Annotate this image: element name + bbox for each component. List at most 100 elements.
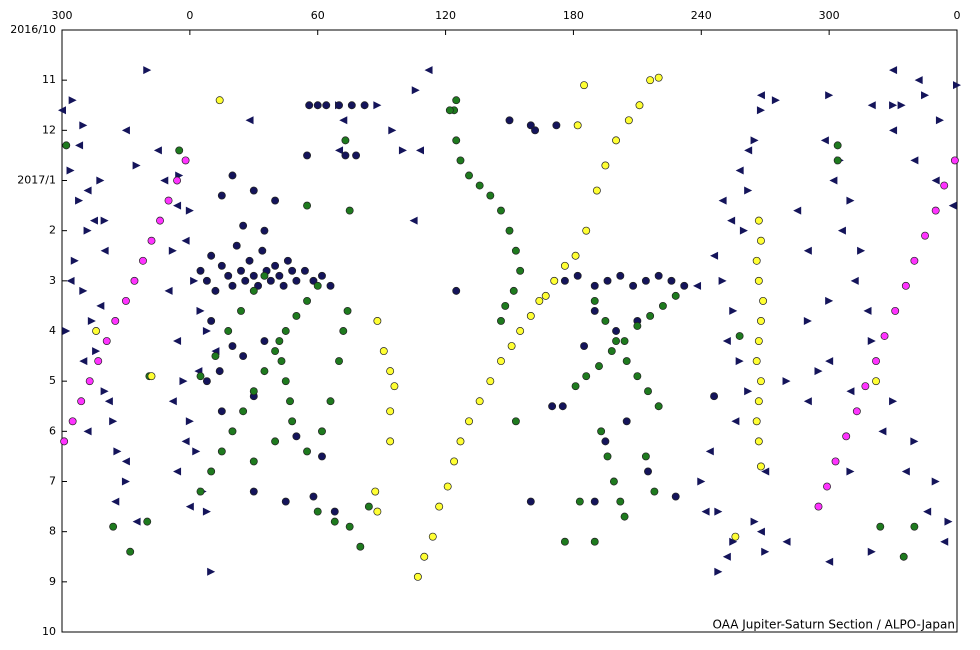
- point: [347, 101, 356, 110]
- point: [771, 96, 780, 105]
- x-tick-label: 0: [186, 9, 193, 22]
- point: [309, 492, 318, 501]
- point: [601, 437, 610, 446]
- point: [132, 517, 141, 526]
- point: [876, 522, 885, 531]
- point: [650, 487, 659, 496]
- point: [646, 76, 655, 85]
- point: [722, 552, 731, 561]
- y-tick-label: 6: [49, 424, 56, 437]
- point: [590, 296, 599, 305]
- point: [424, 66, 433, 75]
- point: [754, 276, 763, 285]
- point: [646, 312, 655, 320]
- point: [102, 337, 111, 345]
- point: [940, 181, 949, 190]
- point: [757, 236, 765, 245]
- point: [239, 352, 248, 361]
- point: [516, 327, 525, 335]
- x-tick-label: 120: [435, 9, 456, 22]
- point: [680, 281, 689, 290]
- point: [735, 357, 744, 366]
- point: [590, 281, 599, 290]
- point: [207, 467, 216, 476]
- point: [275, 271, 284, 280]
- point: [644, 467, 652, 476]
- point: [335, 357, 343, 366]
- point: [693, 281, 702, 290]
- point: [595, 362, 603, 371]
- x-tick-label: 180: [563, 9, 584, 22]
- point: [217, 261, 226, 270]
- point: [339, 327, 348, 335]
- point: [185, 417, 194, 426]
- point: [948, 201, 957, 210]
- point: [132, 161, 141, 170]
- point: [85, 377, 94, 386]
- point: [356, 542, 365, 551]
- point: [814, 367, 823, 376]
- point: [207, 317, 216, 325]
- point: [940, 537, 949, 546]
- point: [147, 372, 156, 381]
- point: [330, 507, 339, 516]
- point: [292, 312, 301, 320]
- point: [211, 286, 220, 295]
- plot-frame: [61, 29, 958, 633]
- point: [237, 266, 245, 275]
- point: [616, 271, 625, 280]
- point: [181, 156, 190, 165]
- point: [164, 286, 173, 295]
- point: [735, 332, 744, 340]
- point: [390, 382, 399, 391]
- point: [185, 206, 194, 215]
- point: [249, 286, 258, 295]
- point: [58, 106, 66, 115]
- point: [635, 101, 644, 110]
- point: [211, 352, 220, 361]
- point: [654, 402, 663, 411]
- point: [111, 497, 120, 506]
- point: [126, 547, 135, 556]
- x-tick-label: 60: [311, 9, 325, 22]
- point: [104, 397, 113, 406]
- point: [241, 276, 250, 285]
- y-tick-label: 2017/1: [17, 174, 56, 187]
- point: [697, 477, 706, 486]
- point: [612, 337, 620, 345]
- point: [889, 66, 898, 75]
- point: [173, 201, 182, 210]
- point: [75, 141, 84, 150]
- point: [79, 121, 88, 130]
- point: [633, 372, 642, 381]
- point: [260, 367, 269, 376]
- point: [288, 266, 297, 275]
- point: [825, 557, 834, 566]
- point: [622, 357, 631, 366]
- point: [388, 126, 397, 135]
- x-tick-label: 300: [819, 9, 840, 22]
- point: [266, 276, 275, 285]
- point: [271, 261, 280, 270]
- point: [445, 106, 454, 115]
- x-tick-label: 0: [954, 9, 961, 22]
- point: [701, 507, 710, 516]
- point: [872, 357, 880, 366]
- point: [271, 196, 280, 205]
- point: [168, 397, 177, 406]
- point: [373, 317, 382, 325]
- point: [303, 296, 312, 305]
- point: [921, 91, 930, 100]
- point: [833, 156, 842, 165]
- point: [232, 241, 241, 250]
- point: [450, 457, 459, 466]
- point: [825, 296, 834, 305]
- point: [386, 437, 395, 446]
- point: [671, 492, 680, 501]
- point: [283, 256, 292, 265]
- point: [245, 116, 254, 125]
- point: [416, 146, 424, 155]
- point: [754, 397, 763, 406]
- point: [560, 276, 569, 285]
- y-tick-label: 2: [49, 224, 56, 237]
